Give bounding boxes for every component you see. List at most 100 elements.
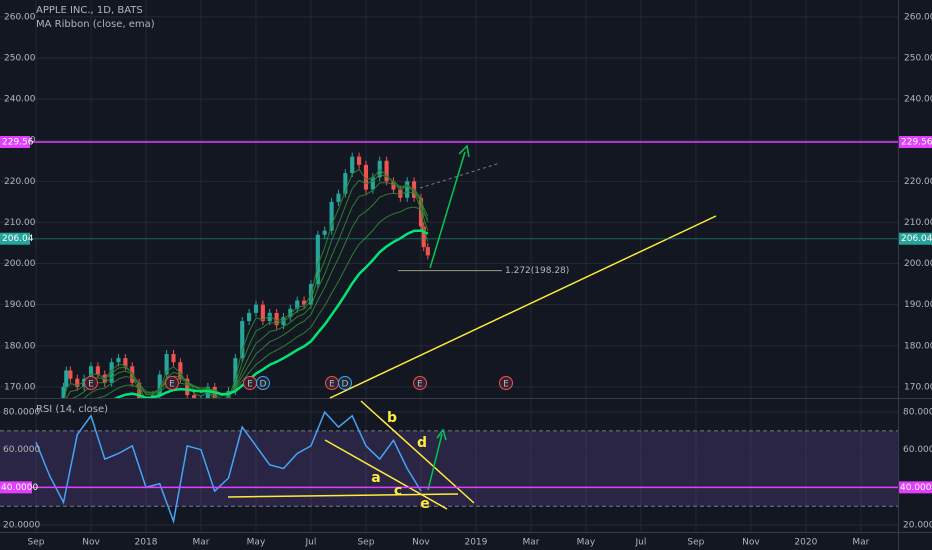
dividend-marker — [338, 376, 352, 390]
candle — [192, 395, 197, 398]
price-badge-label: 229.56 — [2, 138, 34, 148]
candle — [75, 378, 80, 387]
candle — [421, 226, 426, 248]
wave-label: a — [371, 470, 380, 486]
earnings-label: E — [88, 380, 94, 390]
y-tick-label: 60.0000 — [3, 445, 40, 455]
y-tick-label: 190.00 — [904, 300, 932, 310]
y-tick-label: 250.00 — [4, 53, 36, 63]
y-tick-label: 210.00 — [904, 218, 932, 228]
candle — [171, 354, 176, 363]
y-tick-label: 240.00 — [4, 95, 36, 105]
trend-line — [227, 493, 459, 498]
candle — [425, 247, 430, 256]
candle — [315, 234, 320, 285]
wave-label: c — [394, 483, 402, 499]
arrow-head — [458, 144, 470, 158]
wave-label: b — [387, 410, 397, 426]
candle — [240, 321, 245, 359]
dividend-label: D — [342, 380, 349, 390]
candle — [123, 358, 128, 367]
y-tick-label: 190.00 — [4, 300, 36, 310]
candle — [61, 386, 66, 398]
candle — [384, 160, 389, 182]
projection-line — [419, 162, 501, 189]
x-tick-label: Sep — [687, 538, 704, 548]
x-tick-label: Jul — [305, 538, 317, 548]
candle — [288, 308, 293, 318]
candle — [205, 386, 210, 398]
arrow — [429, 151, 466, 269]
candle — [398, 189, 403, 198]
ma-ribbon — [96, 206, 429, 398]
ma-ribbon — [113, 229, 429, 398]
candle — [164, 354, 169, 375]
trend-line — [360, 400, 475, 504]
y-tick-label: 180.00 — [904, 341, 932, 351]
x-tick-label: Mar — [522, 538, 539, 548]
candle — [64, 370, 69, 387]
wave-label: d — [417, 435, 427, 451]
y-tick-label: 250.00 — [904, 53, 932, 63]
candle — [260, 304, 265, 322]
level-badge — [0, 481, 32, 494]
y-tick-label: 80.0000 — [903, 408, 932, 418]
candle — [302, 300, 307, 305]
x-tick-label: 2018 — [135, 538, 158, 548]
earnings-label: E — [329, 380, 335, 390]
candle — [391, 181, 396, 190]
candle — [370, 177, 375, 190]
earnings-label: E — [503, 380, 509, 390]
price-badge-label: 206.04 — [901, 234, 932, 244]
x-tick-label: Jul — [634, 538, 646, 548]
x-tick-label: 2019 — [464, 538, 487, 548]
candle — [343, 173, 348, 194]
earnings-label: E — [169, 380, 175, 390]
y-tick-label: 180.00 — [4, 341, 36, 351]
price-badge-label: 229.56 — [901, 138, 932, 148]
candle — [185, 378, 190, 396]
trend-line — [324, 439, 448, 510]
candle — [329, 201, 334, 231]
candle — [88, 366, 94, 379]
level-badge-label: 40.0000 — [900, 483, 932, 493]
x-tick-label: Sep — [28, 538, 45, 548]
dividend-marker — [256, 376, 270, 390]
trend-line — [329, 215, 717, 399]
y-tick-label: 80.0000 — [3, 408, 40, 418]
candle — [137, 382, 142, 398]
y-tick-label: 20.0000 — [903, 521, 932, 531]
x-tick-label: Nov — [412, 538, 430, 548]
earnings-label: E — [417, 380, 423, 390]
x-tick-label: May — [247, 538, 266, 548]
earnings-marker — [84, 376, 98, 390]
candle — [247, 312, 252, 322]
y-tick-label: 170.00 — [4, 382, 36, 392]
x-tick-label: Nov — [742, 538, 760, 548]
fib-label: 1.272(198.28) — [505, 266, 569, 276]
y-tick-label: 260.00 — [904, 12, 932, 22]
x-tick-label: Sep — [357, 538, 374, 548]
earnings-marker — [165, 376, 179, 390]
candle — [267, 312, 272, 322]
y-tick-label: 240.00 — [904, 95, 932, 105]
price-badge — [0, 232, 30, 245]
y-tick-label: 20.0000 — [3, 521, 40, 531]
y-tick-label: 210.00 — [4, 218, 36, 228]
x-tick-label: Mar — [852, 538, 869, 548]
candle — [109, 362, 114, 383]
y-tick-label: 200.00 — [4, 259, 36, 269]
x-tick-label: Mar — [192, 538, 209, 548]
candle — [322, 230, 327, 235]
candle — [350, 156, 355, 174]
earnings-label: E — [247, 380, 253, 390]
candle — [336, 193, 341, 202]
rsi-line — [35, 410, 422, 525]
candle — [116, 358, 121, 363]
candle — [405, 181, 410, 198]
chart-title: APPLE INC., 1D, BATS — [36, 5, 143, 16]
candle — [68, 370, 73, 379]
level-badge-label: 40.0000 — [1, 483, 38, 493]
arrow-head — [436, 428, 447, 441]
